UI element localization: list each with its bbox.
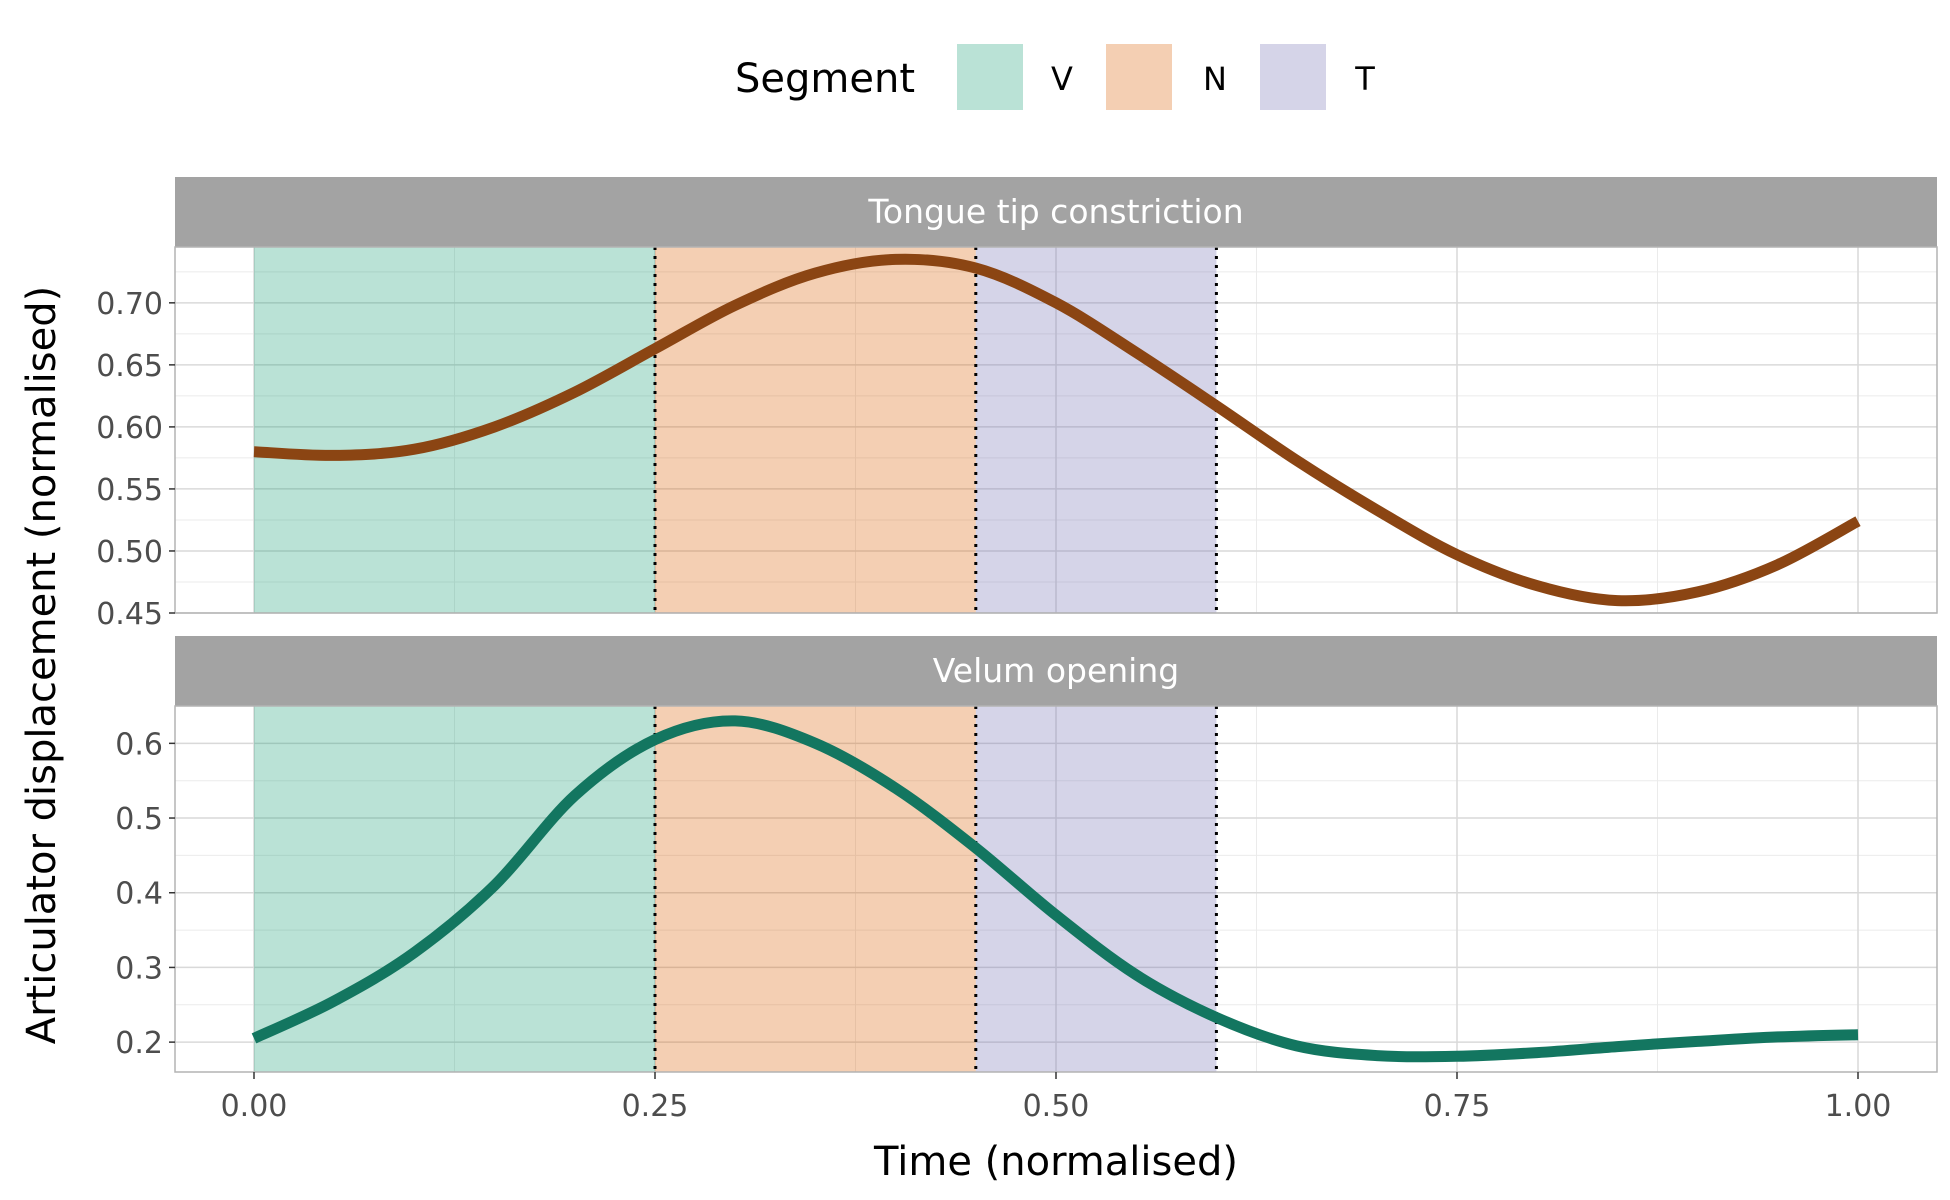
strip-title: Tongue tip constriction [867,192,1243,231]
strip-background [175,177,1937,247]
y-tick-label: 0.70 [96,287,163,322]
legend-key-n [1106,44,1172,110]
plot-area: 0.45 0.50 0.55 0.60 0.65 0.70 [96,246,1938,632]
x-axis-title: Time (normalised) [873,1139,1238,1185]
strip-background [175,636,1937,706]
series-line [251,715,1859,1063]
segment-band-t [975,247,1217,613]
legend-key-v [957,44,1023,110]
legend-label-n: N [1203,60,1227,98]
y-tick-label: 0.3 [115,951,163,986]
y-tick-label: 0.2 [115,1026,163,1061]
panel-tongue-tip: Tongue tip constriction 0.45 0.50 0.55 0.60… [96,177,1938,632]
y-tick-label: 0.60 [96,411,163,446]
y-tick-label: 0.45 [96,597,163,632]
panel-border [174,246,1938,614]
series-line [253,253,1861,607]
legend-key-t [1260,44,1326,110]
x-tick-label: 1.00 [1825,1089,1892,1124]
segment-band-t [975,706,1217,1072]
plot-area: 0.2 0.3 0.4 0.5 0.6 [115,705,1938,1073]
y-tick-label: 0.5 [115,802,163,837]
segment-band-n [655,247,976,613]
legend-label-t: T [1354,60,1375,98]
legend-title: Segment [735,56,915,102]
segment-band-n [655,706,976,1072]
x-tick-label: 0.00 [221,1089,288,1124]
y-tick-label: 0.4 [115,877,163,912]
y-tick-label: 0.50 [96,535,163,570]
legend-label-v: V [1051,60,1073,98]
x-tick-label: 0.75 [1424,1089,1491,1124]
segment-band-v [254,247,655,613]
x-tick-labels: 0.00 0.25 0.50 0.75 1.00 [221,1072,1892,1124]
panel-velum: Velum opening 0.2 0.3 0.4 0.5 0.6 [115,636,1938,1073]
y-tick-label: 0.65 [96,349,163,384]
strip-title: Velum opening [933,651,1179,690]
x-tick-label: 0.50 [1023,1089,1090,1124]
y-tick-label: 0.6 [115,727,163,762]
legend: Segment V N T [735,44,1375,110]
y-tick-label: 0.55 [96,473,163,508]
y-axis-title: Articulator displacement (normalised) [19,286,65,1045]
x-tick-label: 0.25 [622,1089,689,1124]
